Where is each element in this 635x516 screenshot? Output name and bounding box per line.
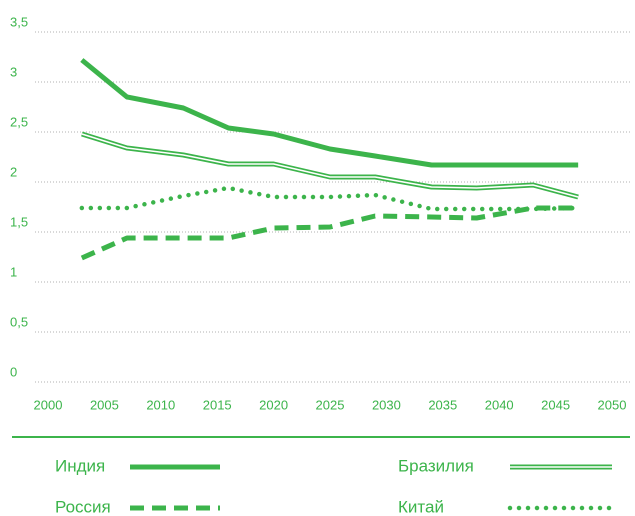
- x-tick-label: 2040: [485, 397, 514, 412]
- series-line: [80, 58, 579, 168]
- x-tick-label: 2015: [203, 397, 232, 412]
- legend-label: Россия: [55, 497, 111, 516]
- y-tick-label: 2: [10, 164, 17, 179]
- y-tick-label: 0: [10, 364, 17, 379]
- x-tick-label: 2020: [259, 397, 288, 412]
- x-tick-label: 2005: [90, 397, 119, 412]
- x-tick-label: 2050: [598, 397, 627, 412]
- y-tick-label: 3: [10, 64, 17, 79]
- series-line: [81, 133, 579, 198]
- x-tick-label: 2025: [316, 397, 345, 412]
- legend-label: Китай: [398, 497, 444, 516]
- x-tick-label: 2045: [541, 397, 570, 412]
- y-tick-label: 0,5: [10, 314, 28, 329]
- x-tick-label: 2030: [372, 397, 401, 412]
- x-tick-label: 2010: [146, 397, 175, 412]
- x-tick-label: 2035: [428, 397, 457, 412]
- series-line: [80, 205, 579, 261]
- y-tick-label: 1,5: [10, 214, 28, 229]
- legend-label: Индия: [55, 456, 105, 475]
- legend-label: Бразилия: [398, 456, 474, 475]
- y-tick-label: 3,5: [10, 14, 28, 29]
- y-tick-label: 1: [10, 264, 17, 279]
- series-line: [79, 185, 581, 212]
- y-tick-label: 2,5: [10, 114, 28, 129]
- x-tick-label: 2000: [34, 397, 63, 412]
